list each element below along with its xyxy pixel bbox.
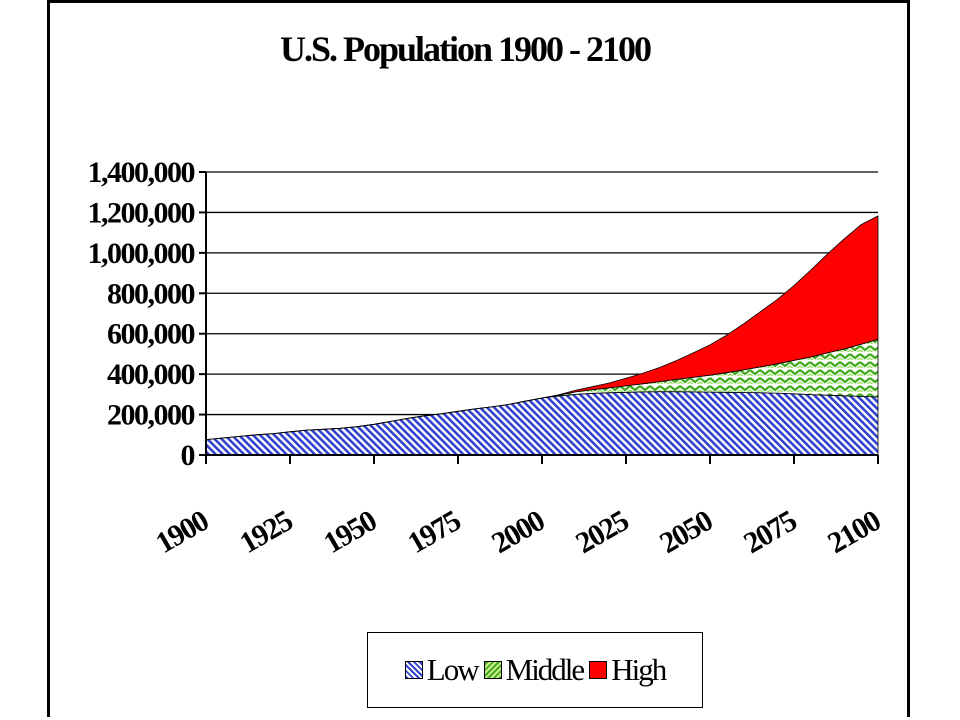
x-tick-label-7: 2075 — [738, 504, 802, 560]
y-tick-label-3: 600,000 — [107, 318, 195, 351]
x-tick-label-6: 2050 — [654, 504, 718, 560]
x-tick-label-3: 1975 — [402, 504, 466, 560]
legend-swatch-high — [589, 661, 608, 679]
x-tick-label-5: 2025 — [570, 504, 634, 560]
legend-label-low: Low — [426, 652, 480, 687]
slide-frame — [47, 0, 910, 717]
x-tick-label-4: 2000 — [486, 504, 550, 560]
y-tick-label-1: 200,000 — [107, 399, 195, 432]
legend-swatch-low — [404, 661, 423, 679]
y-tick-label-5: 1,000,000 — [88, 237, 195, 270]
legend-label-high: High — [611, 652, 667, 687]
y-tick-label-2: 400,000 — [107, 358, 195, 391]
x-tick-label-2: 1950 — [318, 504, 382, 560]
legend-item-high: High — [589, 652, 667, 688]
legend: Low Middle High — [367, 632, 703, 708]
area-high — [205, 215, 879, 440]
y-tick-label-6: 1,200,000 — [88, 196, 195, 229]
x-tick-label-1: 1925 — [234, 504, 298, 560]
chart-title: U.S. Population 1900 - 2100 — [279, 29, 652, 69]
legend-item-middle: Middle — [483, 652, 586, 688]
x-tick-label-0: 1900 — [150, 504, 214, 560]
y-tick-label-0: 0 — [181, 439, 195, 472]
legend-item-low: Low — [404, 652, 480, 688]
legend-swatch-middle — [483, 661, 502, 679]
y-tick-label-4: 800,000 — [107, 277, 195, 310]
area-low — [205, 391, 879, 456]
x-tick-label-8: 2100 — [822, 504, 886, 560]
y-tick-label-7: 1,400,000 — [88, 156, 195, 189]
legend-label-middle: Middle — [505, 652, 586, 687]
